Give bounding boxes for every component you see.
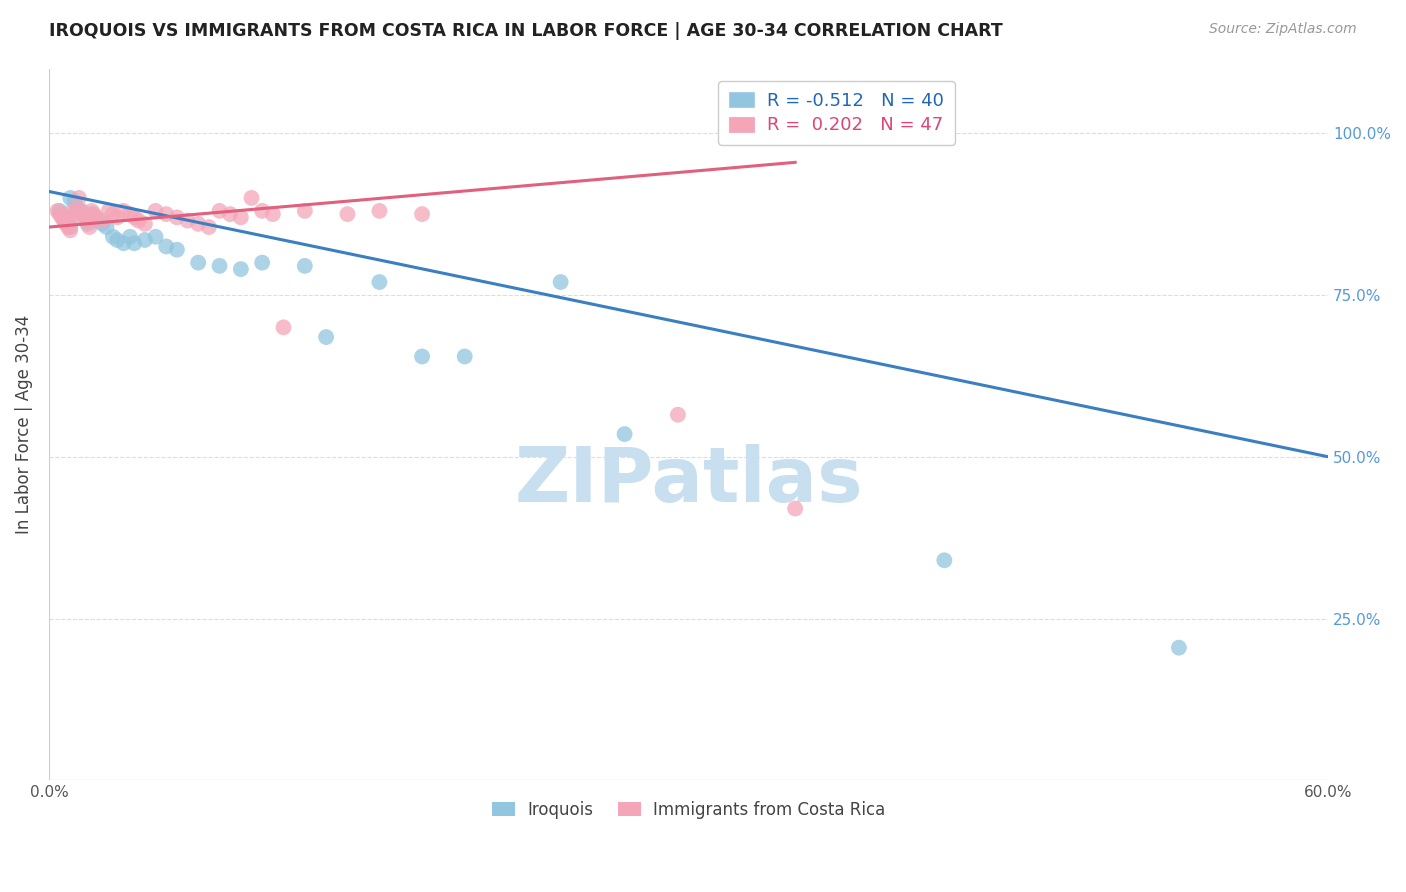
Point bbox=[96, 220, 118, 235]
Point bbox=[250, 255, 273, 269]
Point bbox=[59, 220, 82, 235]
Point bbox=[51, 211, 73, 225]
Point bbox=[134, 217, 156, 231]
Point bbox=[83, 207, 105, 221]
Point bbox=[112, 236, 135, 251]
Point bbox=[336, 207, 359, 221]
Point bbox=[118, 207, 141, 221]
Point bbox=[208, 203, 231, 218]
Point bbox=[145, 229, 167, 244]
Point bbox=[118, 229, 141, 244]
Point bbox=[550, 275, 572, 289]
Point bbox=[52, 211, 75, 225]
Point bbox=[294, 203, 316, 218]
Point bbox=[56, 217, 79, 231]
Point bbox=[155, 239, 177, 253]
Point bbox=[454, 350, 477, 364]
Point bbox=[70, 203, 93, 218]
Point bbox=[83, 211, 105, 225]
Point bbox=[411, 207, 433, 221]
Point bbox=[122, 211, 145, 225]
Point bbox=[208, 259, 231, 273]
Point bbox=[198, 220, 221, 235]
Point bbox=[75, 211, 97, 225]
Point bbox=[262, 207, 284, 221]
Text: IROQUOIS VS IMMIGRANTS FROM COSTA RICA IN LABOR FORCE | AGE 30-34 CORRELATION CH: IROQUOIS VS IMMIGRANTS FROM COSTA RICA I… bbox=[49, 22, 1002, 40]
Point bbox=[101, 207, 124, 221]
Point bbox=[76, 217, 98, 231]
Point bbox=[166, 211, 188, 225]
Point bbox=[80, 203, 103, 218]
Point bbox=[80, 207, 103, 221]
Point bbox=[105, 233, 128, 247]
Point bbox=[145, 203, 167, 218]
Point bbox=[79, 220, 101, 235]
Point bbox=[72, 207, 94, 221]
Point bbox=[91, 217, 114, 231]
Point bbox=[229, 262, 252, 277]
Point bbox=[70, 203, 93, 218]
Point bbox=[250, 203, 273, 218]
Point bbox=[55, 213, 77, 227]
Point bbox=[155, 207, 177, 221]
Point bbox=[72, 207, 94, 221]
Point bbox=[48, 207, 70, 221]
Point bbox=[63, 207, 86, 221]
Point bbox=[134, 233, 156, 247]
Text: ZIPatlas: ZIPatlas bbox=[515, 444, 863, 518]
Point bbox=[59, 223, 82, 237]
Point bbox=[101, 229, 124, 244]
Point bbox=[59, 191, 82, 205]
Point bbox=[187, 255, 209, 269]
Point bbox=[112, 203, 135, 218]
Point bbox=[785, 501, 807, 516]
Point bbox=[666, 408, 689, 422]
Point bbox=[315, 330, 337, 344]
Point bbox=[66, 201, 89, 215]
Point bbox=[368, 275, 391, 289]
Point bbox=[62, 203, 84, 218]
Point bbox=[166, 243, 188, 257]
Point bbox=[229, 211, 252, 225]
Point bbox=[368, 203, 391, 218]
Point bbox=[55, 217, 77, 231]
Point bbox=[187, 217, 209, 231]
Point bbox=[66, 211, 89, 225]
Point bbox=[76, 213, 98, 227]
Point bbox=[219, 207, 242, 221]
Point bbox=[1167, 640, 1189, 655]
Point bbox=[46, 203, 69, 218]
Point bbox=[84, 211, 107, 225]
Point bbox=[128, 213, 150, 227]
Point bbox=[294, 259, 316, 273]
Point bbox=[934, 553, 956, 567]
Point bbox=[48, 203, 70, 218]
Text: Source: ZipAtlas.com: Source: ZipAtlas.com bbox=[1209, 22, 1357, 37]
Point bbox=[273, 320, 295, 334]
Point bbox=[122, 236, 145, 251]
Point bbox=[176, 213, 198, 227]
Point bbox=[63, 194, 86, 209]
Y-axis label: In Labor Force | Age 30-34: In Labor Force | Age 30-34 bbox=[15, 315, 32, 534]
Point bbox=[56, 220, 79, 235]
Point bbox=[105, 211, 128, 225]
Point bbox=[75, 211, 97, 225]
Point bbox=[91, 213, 114, 227]
Point bbox=[97, 203, 120, 218]
Point bbox=[67, 191, 90, 205]
Point bbox=[240, 191, 263, 205]
Legend: Iroquois, Immigrants from Costa Rica: Iroquois, Immigrants from Costa Rica bbox=[485, 794, 891, 825]
Point bbox=[52, 213, 75, 227]
Point bbox=[51, 207, 73, 221]
Point bbox=[84, 213, 107, 227]
Point bbox=[613, 427, 636, 442]
Point bbox=[411, 350, 433, 364]
